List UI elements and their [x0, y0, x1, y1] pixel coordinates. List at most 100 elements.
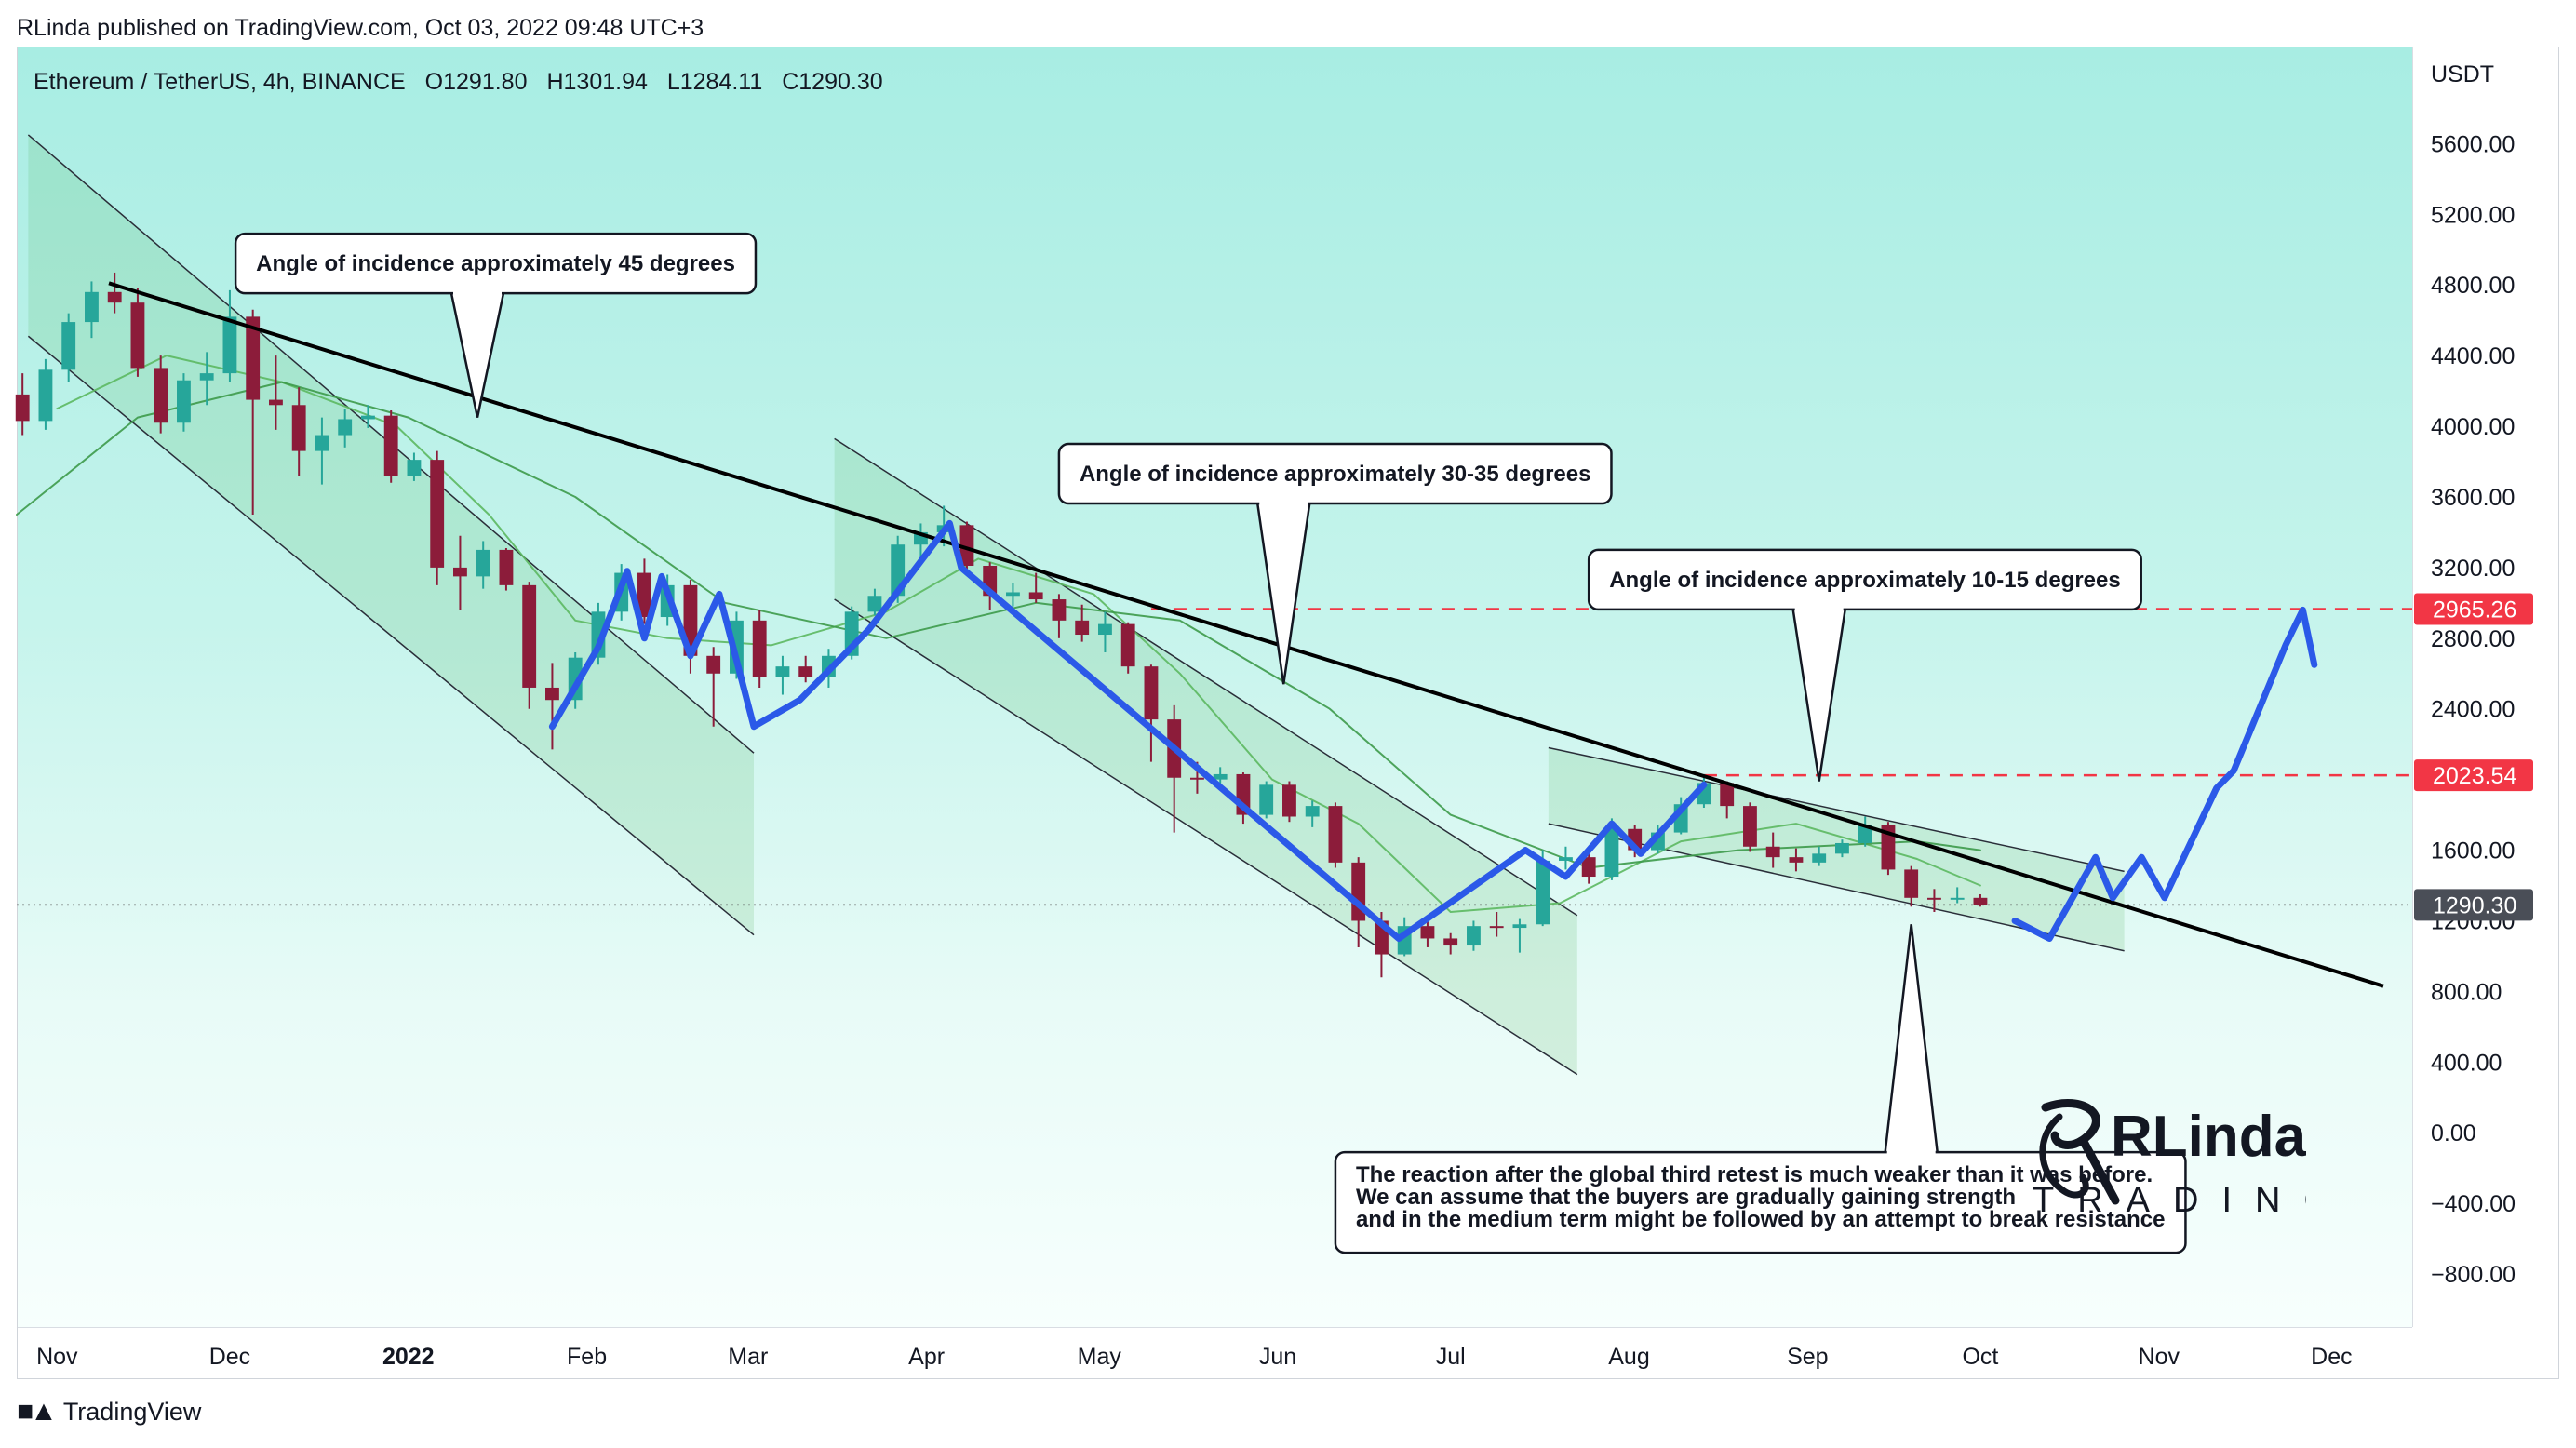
candle [1904, 865, 1919, 907]
callout-4-text: and in the medium term might be followed… [1356, 1207, 2166, 1232]
y-tick-label: 400.00 [2431, 1050, 2502, 1076]
y-tick-label: −800.00 [2431, 1262, 2516, 1288]
candle [222, 289, 237, 382]
candle [1512, 918, 1527, 953]
symbol-legend[interactable]: Ethereum / TetherUS, 4h, BINANCE O1291.8… [34, 69, 896, 96]
candle [1812, 846, 1827, 866]
low-value: L1284.11 [666, 69, 763, 95]
candle-body [61, 322, 76, 370]
callouts: Angle of incidence approximately 45 degr… [234, 232, 2187, 1254]
price-label-text: 2965.26 [2433, 597, 2516, 623]
candle [1098, 611, 1112, 652]
candle-body [1190, 777, 1204, 780]
candle [1835, 839, 1849, 858]
candle [315, 417, 329, 485]
x-tick-label: May [1078, 1344, 1122, 1370]
channel-2-lower-line [834, 598, 1578, 1076]
candle-body [1006, 592, 1020, 597]
candle-body [1720, 783, 1735, 807]
channel-2-fill [834, 438, 1577, 1075]
time-scale[interactable] [17, 1327, 2412, 1380]
callout-3-pointer [1791, 608, 1847, 782]
candle-body [222, 316, 237, 374]
candle [1581, 853, 1596, 884]
y-tick-label: 4400.00 [2431, 343, 2515, 369]
candle [1259, 781, 1274, 819]
x-axis: Nov Dec 2022 Feb Mar Apr May Jun Jul Aug Sep Oct Nov… [36, 1344, 2353, 1370]
candle [107, 272, 122, 314]
candle [1120, 622, 1135, 674]
y-tick-label: 800.00 [2431, 979, 2502, 1005]
candle-body [1881, 825, 1896, 870]
callout-2: Angle of incidence approximately 30-35 d… [1057, 442, 1613, 685]
candle-body [453, 567, 467, 577]
candle-body [1282, 784, 1296, 817]
candle-body [291, 405, 306, 451]
candle-body [1489, 926, 1504, 929]
scenario-path-line [548, 519, 1708, 942]
candle-body [730, 620, 744, 674]
x-tick-label: 2022 [382, 1344, 435, 1370]
open-value: O1291.80 [424, 69, 528, 95]
candle [1489, 911, 1504, 937]
logo-line2: TRADING [2033, 1181, 2306, 1219]
candle [269, 355, 283, 430]
callout-4-text: We can assume that the buyers are gradua… [1356, 1185, 2016, 1210]
candle-body [199, 373, 214, 381]
candle [637, 558, 651, 624]
tradingview-logo-icon: ■▲ [17, 1396, 58, 1427]
y-tick-label: 2800.00 [2431, 626, 2515, 652]
callout-3-box [1587, 548, 2142, 611]
candle-body [959, 525, 974, 566]
candle [1328, 802, 1343, 868]
candle-body [1789, 857, 1804, 863]
candle [85, 281, 99, 339]
candle [1467, 920, 1481, 951]
y-tick-label: 2400.00 [2431, 697, 2515, 723]
rlinda-trading-logo: RLinda TRADING [2033, 1099, 2306, 1219]
candle-body [15, 394, 30, 422]
y-tick-label: 4000.00 [2431, 414, 2515, 440]
candle-body [1559, 857, 1573, 861]
price-label: 2965.26 [2414, 593, 2533, 625]
y-tick-label: 5200.00 [2431, 202, 2515, 228]
candle-body [338, 419, 353, 436]
candle-body [1305, 806, 1320, 817]
scenario-paths [548, 519, 2318, 942]
candle [1858, 816, 1872, 847]
x-tick-label: Nov [36, 1344, 78, 1370]
candle [499, 548, 514, 591]
callout-1-pointer [449, 291, 505, 418]
callout-4-box [1334, 1150, 2187, 1254]
x-tick-label: Sep [1787, 1344, 1828, 1370]
y-tick-label: −400.00 [2431, 1191, 2516, 1217]
candle [775, 655, 790, 695]
candle [246, 309, 261, 515]
y-tick-label: 4800.00 [2431, 273, 2515, 299]
candle-body [1443, 938, 1458, 946]
candle-body [85, 291, 99, 323]
candle-body [1328, 806, 1343, 863]
price-scale[interactable] [2412, 47, 2560, 1327]
candle-body [545, 687, 559, 701]
candle [407, 452, 422, 481]
candle-body [107, 291, 122, 303]
tradingview-brand[interactable]: ■▲ TradingView [17, 1396, 201, 1428]
candle-body [1743, 806, 1757, 847]
x-tick-label: Feb [567, 1344, 607, 1370]
candle-body [1604, 828, 1619, 878]
y-tick-label: 5600.00 [2431, 131, 2515, 157]
callout-4: The reaction after the global third rete… [1334, 924, 2187, 1254]
candle [545, 663, 559, 750]
candle-body [706, 655, 721, 674]
x-tick-label: Aug [1608, 1344, 1649, 1370]
candle-body [1075, 620, 1090, 636]
candle-body [798, 666, 813, 677]
y-tick-label: 3600.00 [2431, 485, 2515, 511]
x-tick-label: Mar [728, 1344, 768, 1370]
publisher-line: RLinda published on TradingView.com, Oct… [17, 15, 704, 41]
symbol-name: Ethereum / TetherUS, 4h, BINANCE [34, 69, 406, 95]
candle-body [1052, 599, 1067, 621]
candle [15, 373, 30, 436]
callout-2-box [1057, 442, 1613, 505]
